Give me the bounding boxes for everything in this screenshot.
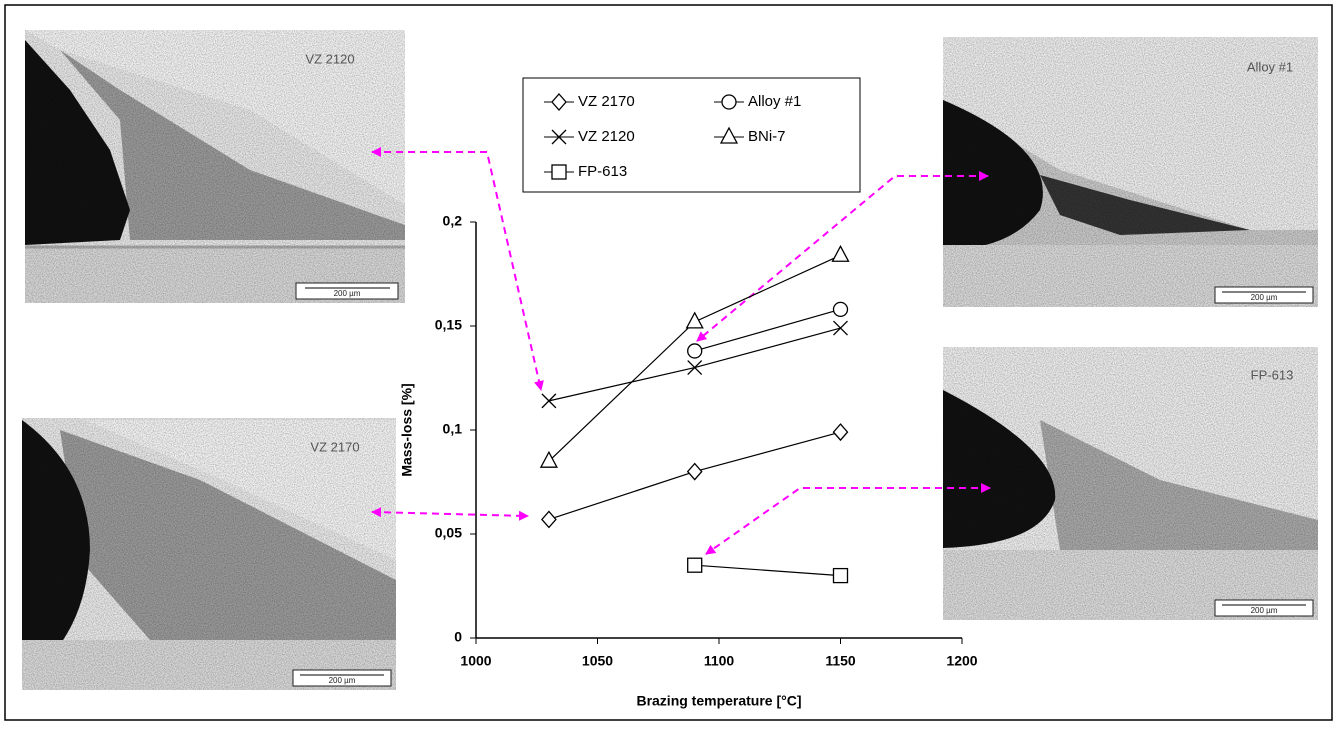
- legend-marker: [551, 164, 567, 180]
- micrograph-label: FP-613: [1251, 367, 1294, 382]
- legend-label: VZ 2170: [578, 93, 635, 110]
- legend-label: FP-613: [578, 163, 627, 180]
- arrows: [371, 147, 991, 555]
- y-tick-label: 0,1: [443, 421, 463, 437]
- point: [833, 320, 848, 336]
- arrow: [705, 483, 991, 555]
- y-tick-label: 0,2: [443, 213, 463, 229]
- micrograph-label: Alloy #1: [1247, 59, 1293, 74]
- legend-marker: [719, 126, 739, 144]
- series-line: [694, 564, 841, 577]
- point: [832, 423, 849, 442]
- arrow: [371, 147, 544, 391]
- scale-label: 200 µm: [329, 676, 356, 685]
- arrow: [371, 507, 529, 521]
- point: [831, 244, 850, 262]
- scale-label: 200 µm: [334, 289, 361, 298]
- point: [832, 567, 849, 584]
- x-tick-label: 1200: [946, 653, 977, 669]
- x-tick-label: 1100: [704, 653, 735, 669]
- arrow: [696, 171, 989, 342]
- micrograph: 200 µm Alloy #1: [943, 37, 1318, 307]
- point: [687, 557, 703, 573]
- scale-label: 200 µm: [1251, 606, 1278, 615]
- legend-marker: [721, 94, 737, 110]
- scale-label: 200 µm: [1251, 293, 1278, 302]
- series-line: [694, 308, 841, 352]
- point: [686, 462, 703, 481]
- micrograph: 200 µm VZ 2120: [25, 30, 405, 303]
- x-tick-label: 1050: [582, 653, 613, 669]
- point: [539, 450, 558, 468]
- micrograph-label: VZ 2170: [310, 439, 359, 454]
- point: [685, 311, 704, 329]
- legend-label: Alloy #1: [748, 93, 801, 110]
- point: [687, 360, 703, 376]
- legend-label: BNi-7: [748, 128, 786, 145]
- y-tick-label: 0,15: [435, 317, 462, 333]
- point: [541, 510, 557, 529]
- y-tick-label: 0,05: [435, 525, 462, 541]
- point: [832, 301, 849, 318]
- legend: [522, 77, 861, 193]
- y-tick-label: 0: [454, 629, 462, 645]
- legend-label: VZ 2120: [578, 128, 635, 145]
- y-axis-label: Mass-loss [%]: [399, 383, 415, 476]
- legend-marker: [551, 129, 567, 145]
- micrograph: 200 µm VZ 2170: [22, 418, 396, 690]
- legend-marker: [551, 93, 567, 111]
- point: [541, 393, 557, 409]
- point: [687, 343, 703, 359]
- micrograph-label: VZ 2120: [305, 51, 354, 66]
- micrograph: 200 µm FP-613: [943, 347, 1318, 620]
- x-tick-label: 1000: [460, 653, 491, 669]
- x-tick-label: 1150: [825, 653, 856, 669]
- x-axis-label: Brazing temperature [°C]: [636, 693, 801, 709]
